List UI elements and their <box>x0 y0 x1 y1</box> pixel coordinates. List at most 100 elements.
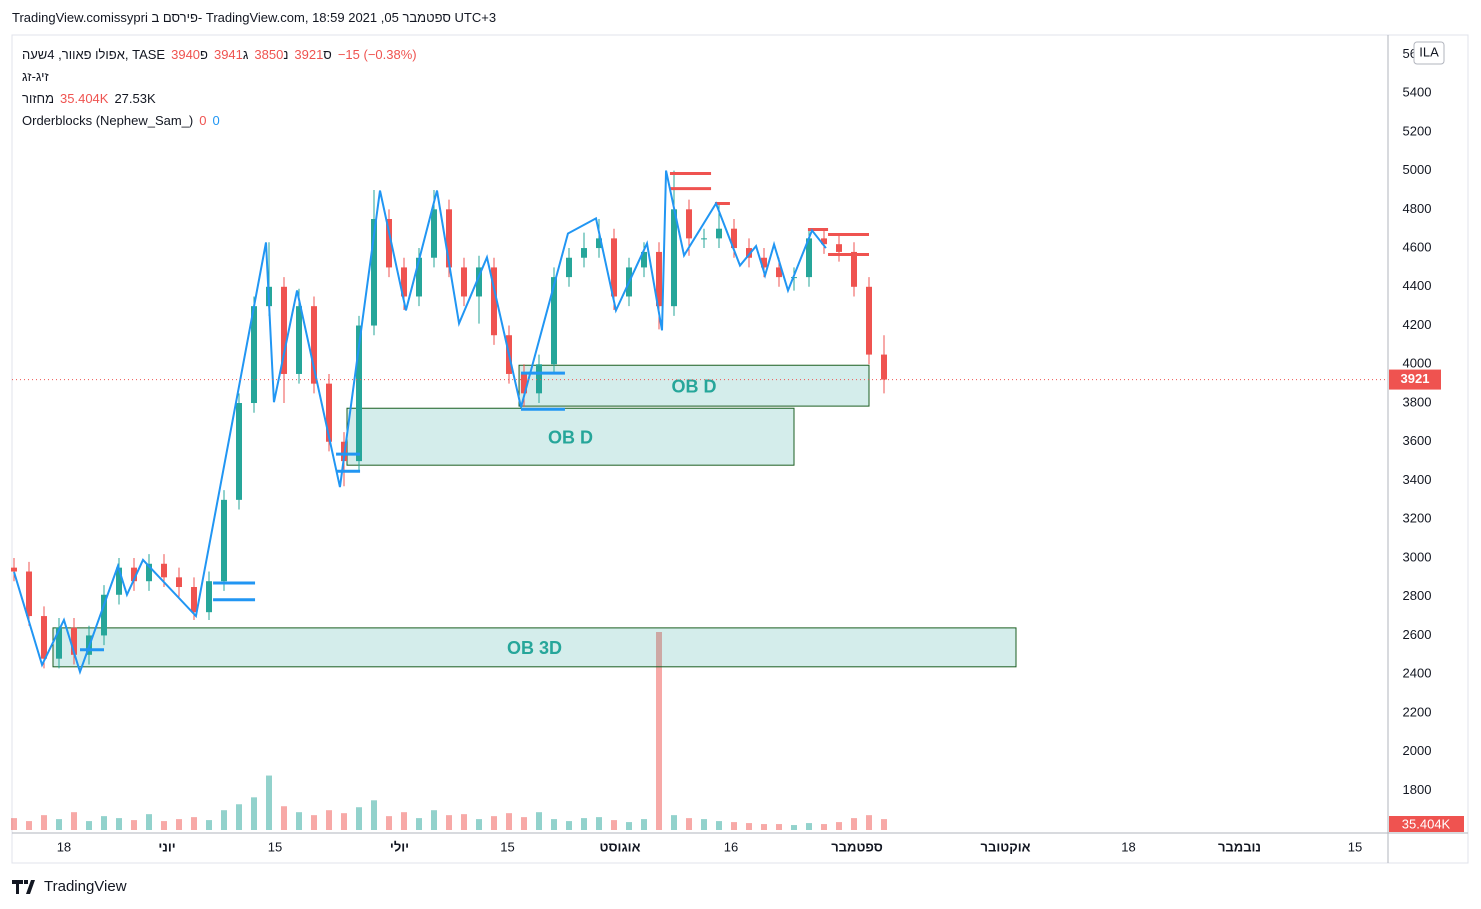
legend-symbol-row: אפולו פאוור, 4שעה, TASE פ3940 ג3941 נ3850 ס… <box>22 44 417 66</box>
candle-body <box>536 364 542 394</box>
y-tick-label: 3000 <box>1403 549 1432 564</box>
volume-bar <box>851 818 857 830</box>
ohlc-label: נ <box>283 47 289 62</box>
candle-body <box>641 251 647 268</box>
volume-bar <box>356 807 362 830</box>
x-tick-label: יולי <box>390 839 409 854</box>
brand-name: TradingView <box>44 878 127 895</box>
volume-bar <box>326 810 332 830</box>
footer-brand[interactable]: TradingView <box>12 878 127 895</box>
volume-bar <box>131 820 137 830</box>
y-tick-label: 4400 <box>1403 278 1432 293</box>
legend-volume-row: מחזור 35.404K 27.53K <box>22 88 417 110</box>
y-tick-label: 2400 <box>1403 666 1432 681</box>
candle-body <box>611 238 617 297</box>
candle-body <box>221 499 227 582</box>
volume-bar <box>386 816 392 830</box>
candle-body <box>776 267 782 278</box>
order-block-label: OB 3D <box>507 638 562 658</box>
volume-bar <box>881 819 887 830</box>
candle-body <box>41 616 47 659</box>
volume-bar <box>566 821 572 830</box>
volume-bar <box>71 812 77 830</box>
candle-body <box>431 209 437 258</box>
last-price-label: 3921 <box>1401 371 1430 386</box>
x-tick-label: יוני <box>158 839 175 854</box>
candle-body <box>401 267 407 297</box>
volume-bar <box>791 825 797 830</box>
candle-body <box>836 244 842 252</box>
x-tick-label: 16 <box>724 839 738 854</box>
legend-zigzag-row: זיג-זג <box>22 66 417 88</box>
y-tick-label: 3800 <box>1403 394 1432 409</box>
candle-body <box>446 209 452 268</box>
candle-body <box>101 594 107 636</box>
volume-bar <box>641 819 647 830</box>
volume-bar <box>431 810 437 830</box>
candle-body <box>716 228 722 239</box>
ohlc-label: ג <box>242 47 249 62</box>
x-tick-label: 15 <box>268 839 282 854</box>
legend-ob-row: Orderblocks (Nephew_Sam_) 0 0 <box>22 110 417 132</box>
candle-body <box>851 251 857 287</box>
volume-bar <box>686 818 692 830</box>
volume-bar <box>716 821 722 830</box>
volume-bar <box>296 812 302 830</box>
volume-ma-value: 27.53K <box>114 91 156 106</box>
volume-bar <box>671 815 677 830</box>
volume-bar <box>446 815 452 830</box>
volume-badge <box>1389 816 1464 832</box>
volume-bar <box>536 812 542 830</box>
candle-body <box>11 567 17 572</box>
volume-bar <box>281 806 287 830</box>
volume-label: מחזור <box>22 91 55 106</box>
candle-body <box>356 325 362 462</box>
volume-bar <box>101 816 107 830</box>
candle-body <box>251 306 257 404</box>
candle-body <box>191 587 197 613</box>
currency-badge <box>1413 41 1445 65</box>
volume-bar <box>56 819 62 830</box>
candle-body <box>881 354 887 380</box>
volume-bar <box>491 816 497 830</box>
candle-body <box>866 286 872 355</box>
candle-body <box>26 571 32 617</box>
volume-bar <box>866 815 872 830</box>
y-tick-label: 2800 <box>1403 588 1432 603</box>
candle-body <box>311 306 317 384</box>
chart-frame <box>11 34 1469 864</box>
candle-body <box>746 248 752 258</box>
ohlc-value: 3921 <box>294 47 324 62</box>
volume-bar <box>341 813 347 830</box>
volume-bar <box>761 824 767 830</box>
candle-body <box>236 403 242 500</box>
x-tick-label: 15 <box>1348 839 1362 854</box>
volume-bar <box>176 819 182 830</box>
candle-body <box>476 267 482 297</box>
candle-body <box>71 627 77 655</box>
volume-bar <box>401 812 407 830</box>
volume-bar <box>266 775 272 830</box>
candle-body <box>821 238 827 245</box>
x-tick-label: ספטמבר <box>831 839 883 854</box>
volume-bar <box>821 824 827 830</box>
ohlc-value: 3941 <box>213 47 243 62</box>
x-tick-label: 18 <box>57 839 71 854</box>
candle-body <box>461 267 467 297</box>
brand-logo <box>12 879 35 894</box>
candle-body <box>566 257 572 278</box>
volume-bar <box>836 822 842 830</box>
x-tick-label: 15 <box>500 839 514 854</box>
volume-bar <box>626 822 632 830</box>
y-tick-label: 3400 <box>1403 472 1432 487</box>
order-block <box>518 364 870 407</box>
last-price-badge <box>1389 369 1441 390</box>
volume-bar <box>521 817 527 830</box>
ohlc-value: 3940 <box>171 47 201 62</box>
volume-bar <box>371 800 377 830</box>
x-tick-label: אוקטובר <box>981 839 1031 854</box>
y-tick-label: 4600 <box>1403 239 1432 254</box>
candle-body <box>131 567 137 582</box>
